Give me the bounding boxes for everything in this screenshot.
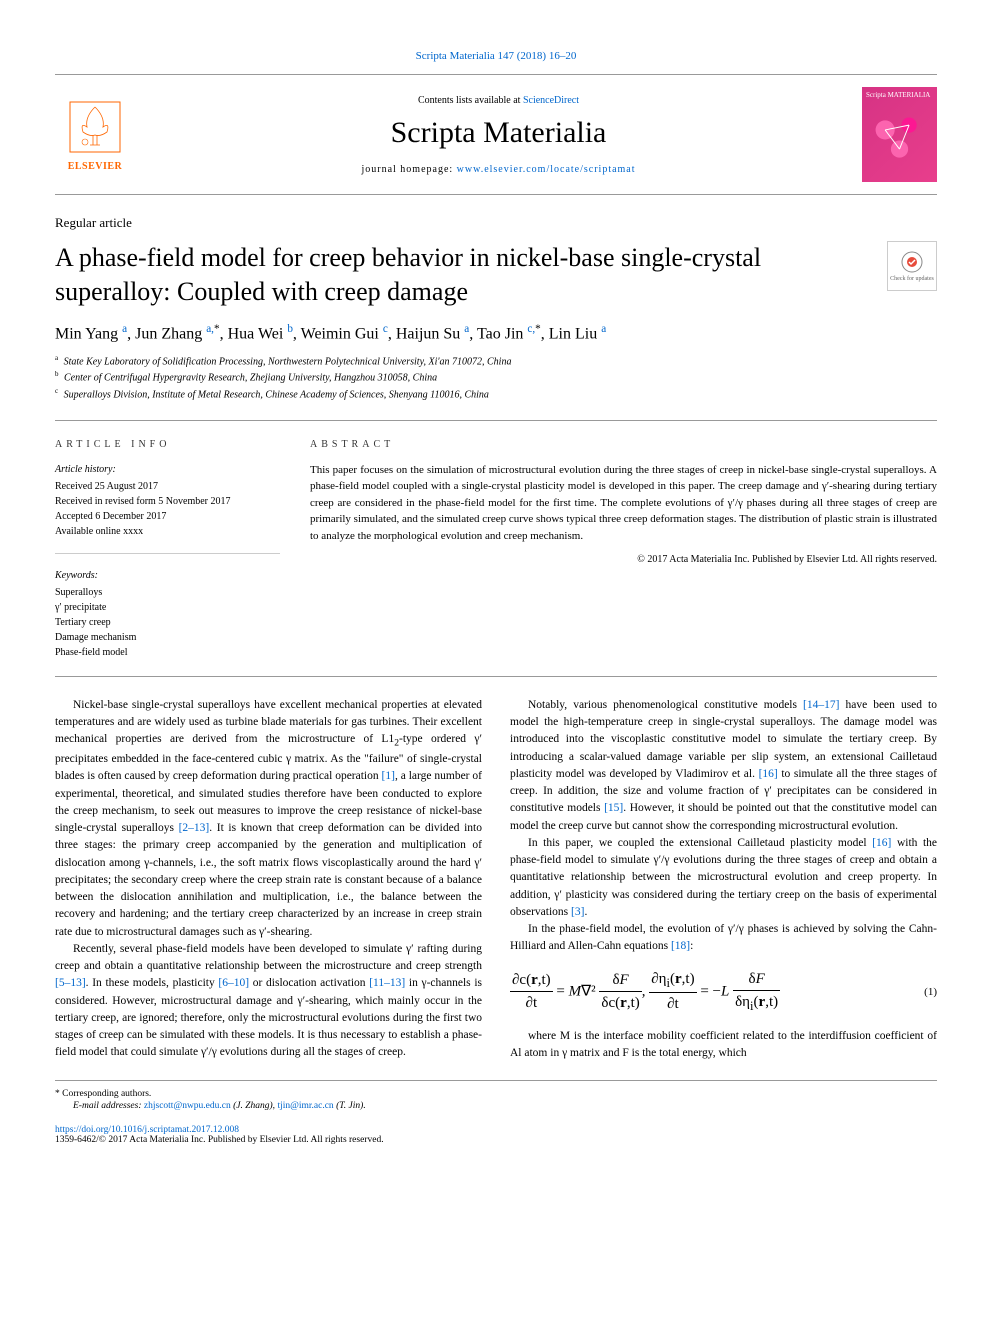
- check-updates-badge[interactable]: Check for updates: [887, 241, 937, 291]
- email-who-2: (T. Jin).: [334, 1101, 366, 1111]
- article-info-label: ARTICLE INFO: [55, 437, 280, 452]
- email-who-1: (J. Zhang),: [231, 1101, 278, 1111]
- crossmark-icon: [900, 250, 924, 274]
- paragraph-2: Recently, several phase-field models hav…: [55, 941, 482, 1062]
- ref-link-6-10[interactable]: [6–10]: [218, 977, 249, 989]
- received-date: Received 25 August 2017: [55, 479, 280, 494]
- available-date: Available online xxxx: [55, 524, 280, 539]
- author-7: , Lin Liu: [541, 325, 601, 342]
- abstract-label: ABSTRACT: [310, 437, 937, 452]
- ref-link-16b[interactable]: [16]: [872, 837, 891, 849]
- keyword-3: Tertiary creep: [55, 615, 280, 630]
- aff-link-a4[interactable]: a: [601, 323, 606, 335]
- doi-link[interactable]: https://doi.org/10.1016/j.scriptamat.201…: [55, 1125, 239, 1135]
- keyword-1: Superalloys: [55, 585, 280, 600]
- page-container: Scripta Materialia 147 (2018) 16–20 ELSE…: [0, 0, 992, 1195]
- keyword-4: Damage mechanism: [55, 630, 280, 645]
- ref-link-14-17[interactable]: [14–17]: [803, 699, 839, 711]
- elsevier-label: ELSEVIER: [68, 161, 123, 172]
- email-link-2[interactable]: tjin@imr.ac.cn: [277, 1101, 333, 1111]
- paragraph-1: Nickel-base single-crystal superalloys h…: [55, 697, 482, 941]
- homepage-line: journal homepage: www.elsevier.com/locat…: [135, 164, 862, 175]
- journal-reference: Scripta Materialia 147 (2018) 16–20: [55, 50, 937, 62]
- affiliations: a State Key Laboratory of Solidification…: [55, 353, 937, 402]
- abstract-text: This paper focuses on the simulation of …: [310, 462, 937, 545]
- equation-1-row: ∂c(r,t)∂t = M∇² δFδc(r,t), ∂ηi(r,t)∂t = …: [510, 968, 937, 1016]
- issn-line: 1359-6462/© 2017 Acta Materialia Inc. Pu…: [55, 1135, 937, 1145]
- cover-title: Scripta MATERIALIA: [866, 91, 933, 99]
- journal-header: ELSEVIER Contents lists available at Sci…: [55, 74, 937, 195]
- keyword-5: Phase-field model: [55, 645, 280, 660]
- author-3: , Hua Wei: [220, 325, 288, 342]
- author-5: , Haijun Su: [388, 325, 464, 342]
- paragraph-6: where M is the interface mobility coeffi…: [510, 1028, 937, 1063]
- corresponding-note: * Corresponding authors.: [55, 1089, 937, 1099]
- aff-link-c2[interactable]: c,: [527, 323, 535, 335]
- ref-link-11-13[interactable]: [11–13]: [369, 977, 405, 989]
- journal-cover-thumbnail: Scripta MATERIALIA: [862, 87, 937, 182]
- email-link-1[interactable]: zhjscott@nwpu.edu.cn: [144, 1101, 231, 1111]
- email-line: E-mail addresses: zhjscott@nwpu.edu.cn (…: [55, 1101, 937, 1111]
- authors-line: Min Yang a, Jun Zhang a,*, Hua Wei b, We…: [55, 323, 937, 343]
- elsevier-tree-icon: [65, 97, 125, 157]
- accepted-date: Accepted 6 December 2017: [55, 509, 280, 524]
- elsevier-logo: ELSEVIER: [55, 90, 135, 180]
- journal-name: Scripta Materialia: [135, 116, 862, 150]
- author-1: Min Yang: [55, 325, 122, 342]
- paragraph-4: In this paper, we coupled the extensiona…: [510, 835, 937, 921]
- info-abstract-row: ARTICLE INFO Article history: Received 2…: [55, 420, 937, 677]
- contents-line: Contents lists available at ScienceDirec…: [135, 95, 862, 106]
- footer: * Corresponding authors. E-mail addresse…: [55, 1080, 937, 1145]
- header-center: Contents lists available at ScienceDirec…: [135, 95, 862, 175]
- equation-1-number: (1): [924, 984, 937, 1001]
- cover-graphic-icon: [866, 101, 933, 178]
- history-label: Article history:: [55, 462, 280, 477]
- homepage-link[interactable]: www.elsevier.com/locate/scriptamat: [457, 164, 636, 175]
- email-label: E-mail addresses:: [73, 1101, 144, 1111]
- article-info-column: ARTICLE INFO Article history: Received 2…: [55, 437, 280, 660]
- ref-link-16a[interactable]: [16]: [759, 768, 778, 780]
- author-6: , Tao Jin: [469, 325, 527, 342]
- author-4: , Weimin Gui: [293, 325, 383, 342]
- sciencedirect-link[interactable]: ScienceDirect: [523, 95, 579, 106]
- paragraph-3: Notably, various phenomenological consti…: [510, 697, 937, 835]
- author-2: , Jun Zhang: [127, 325, 206, 342]
- homepage-prefix: journal homepage:: [361, 164, 456, 175]
- doi-line: https://doi.org/10.1016/j.scriptamat.201…: [55, 1125, 937, 1135]
- ref-link-18[interactable]: [18]: [671, 940, 690, 952]
- article-title: A phase-field model for creep behavior i…: [55, 241, 887, 309]
- ref-link-5-13[interactable]: [5–13]: [55, 977, 86, 989]
- body-text: Nickel-base single-crystal superalloys h…: [55, 697, 937, 1063]
- ref-link-3[interactable]: [3]: [571, 906, 584, 918]
- history-block: Article history: Received 25 August 2017…: [55, 462, 280, 554]
- keyword-2: γ′ precipitate: [55, 600, 280, 615]
- abstract-column: ABSTRACT This paper focuses on the simul…: [310, 437, 937, 660]
- journal-ref-link[interactable]: Scripta Materialia 147 (2018) 16–20: [416, 50, 577, 62]
- aff-link-a2[interactable]: a,: [206, 323, 214, 335]
- abstract-copyright: © 2017 Acta Materialia Inc. Published by…: [310, 552, 937, 567]
- affiliation-c: c Superalloys Division, Institute of Met…: [55, 386, 937, 402]
- article-type: Regular article: [55, 215, 937, 231]
- ref-link-2-13[interactable]: [2–13]: [179, 822, 210, 834]
- check-updates-label: Check for updates: [890, 276, 934, 282]
- affiliation-a: a State Key Laboratory of Solidification…: [55, 353, 937, 369]
- affiliation-b: b Center of Centrifugal Hypergravity Res…: [55, 369, 937, 385]
- ref-link-1[interactable]: [1]: [382, 770, 395, 782]
- equation-1: ∂c(r,t)∂t = M∇² δFδc(r,t), ∂ηi(r,t)∂t = …: [510, 968, 780, 1016]
- paragraph-5: In the phase-field model, the evolution …: [510, 921, 937, 956]
- contents-prefix: Contents lists available at: [418, 95, 523, 106]
- title-row: A phase-field model for creep behavior i…: [55, 241, 937, 309]
- ref-link-15[interactable]: [15]: [604, 802, 623, 814]
- keywords-label: Keywords:: [55, 568, 280, 583]
- revised-date: Received in revised form 5 November 2017: [55, 494, 280, 509]
